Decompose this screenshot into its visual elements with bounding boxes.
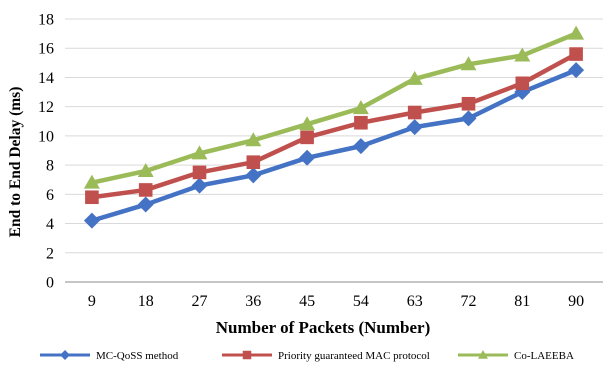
data-point xyxy=(137,196,154,213)
data-point xyxy=(514,47,531,62)
x-tick-label: 90 xyxy=(568,293,584,310)
y-tick-label: 6 xyxy=(46,187,54,204)
x-tick-label: 63 xyxy=(407,293,423,310)
data-point xyxy=(299,116,316,131)
y-axis-title: End to End Delay (ms) xyxy=(7,87,24,238)
series-triangle xyxy=(83,25,585,189)
data-point xyxy=(246,155,261,169)
y-tick-label: 8 xyxy=(46,158,54,175)
legend-label: MC-QoSS method xyxy=(96,350,179,362)
data-point xyxy=(192,165,207,180)
x-tick-label: 18 xyxy=(138,293,154,310)
data-point xyxy=(406,70,423,85)
legend: MC-QoSS method Priority guaranteed MAC pr… xyxy=(40,350,574,362)
x-tick-label: 54 xyxy=(353,293,369,310)
y-tick-label: 12 xyxy=(38,99,54,116)
data-point xyxy=(191,177,208,194)
series-line xyxy=(91,31,577,185)
y-axis-ticks: 0 2 4 6 8 10 12 14 16 18 xyxy=(38,12,54,292)
legend-swatch-marker xyxy=(60,350,70,360)
data-point xyxy=(354,115,368,130)
data-point xyxy=(83,174,100,189)
y-tick-label: 18 xyxy=(38,12,54,29)
y-tick-label: 14 xyxy=(38,70,54,87)
data-point xyxy=(137,162,154,177)
data-point xyxy=(83,212,100,229)
series-line xyxy=(91,52,578,200)
data-point xyxy=(85,190,99,205)
x-tick-label: 45 xyxy=(299,293,315,310)
series-diamond xyxy=(83,62,585,229)
y-tick-label: 2 xyxy=(46,245,54,262)
data-point xyxy=(407,105,422,120)
data-point xyxy=(352,138,369,155)
x-tick-label: 9 xyxy=(88,293,96,310)
y-tick-label: 0 xyxy=(46,275,54,292)
legend-label: Priority guaranteed MAC protocol xyxy=(278,350,430,362)
data-point xyxy=(406,119,423,136)
y-tick-label: 10 xyxy=(38,128,54,145)
data-point xyxy=(569,47,583,61)
y-tick-label: 16 xyxy=(38,41,54,58)
y-tick-label: 4 xyxy=(46,216,54,233)
data-point xyxy=(460,110,477,127)
data-point xyxy=(245,167,262,184)
data-point xyxy=(138,183,153,197)
series-line xyxy=(91,68,577,223)
data-point xyxy=(568,25,585,40)
data-point xyxy=(515,76,530,91)
data-point xyxy=(300,130,314,145)
x-tick-label: 81 xyxy=(514,293,530,310)
gridlines xyxy=(65,18,603,283)
data-point xyxy=(461,96,476,111)
data-point xyxy=(352,100,369,115)
legend-label: Co-LAEEBA xyxy=(514,350,574,362)
series-square xyxy=(85,47,583,205)
data-point xyxy=(460,56,477,71)
data-point xyxy=(245,132,262,147)
x-axis-ticks: 9 18 27 36 45 54 63 72 81 90 xyxy=(88,293,584,310)
legend-swatch-marker xyxy=(242,350,252,360)
x-tick-label: 72 xyxy=(461,293,477,310)
x-axis-title: Number of Packets (Number) xyxy=(216,318,431,337)
x-tick-label: 36 xyxy=(245,293,261,310)
data-point xyxy=(568,62,585,79)
data-point xyxy=(299,149,316,166)
x-tick-label: 27 xyxy=(192,293,208,310)
data-point xyxy=(191,145,208,160)
data-series xyxy=(83,25,585,229)
legend-swatch-marker xyxy=(478,350,488,359)
